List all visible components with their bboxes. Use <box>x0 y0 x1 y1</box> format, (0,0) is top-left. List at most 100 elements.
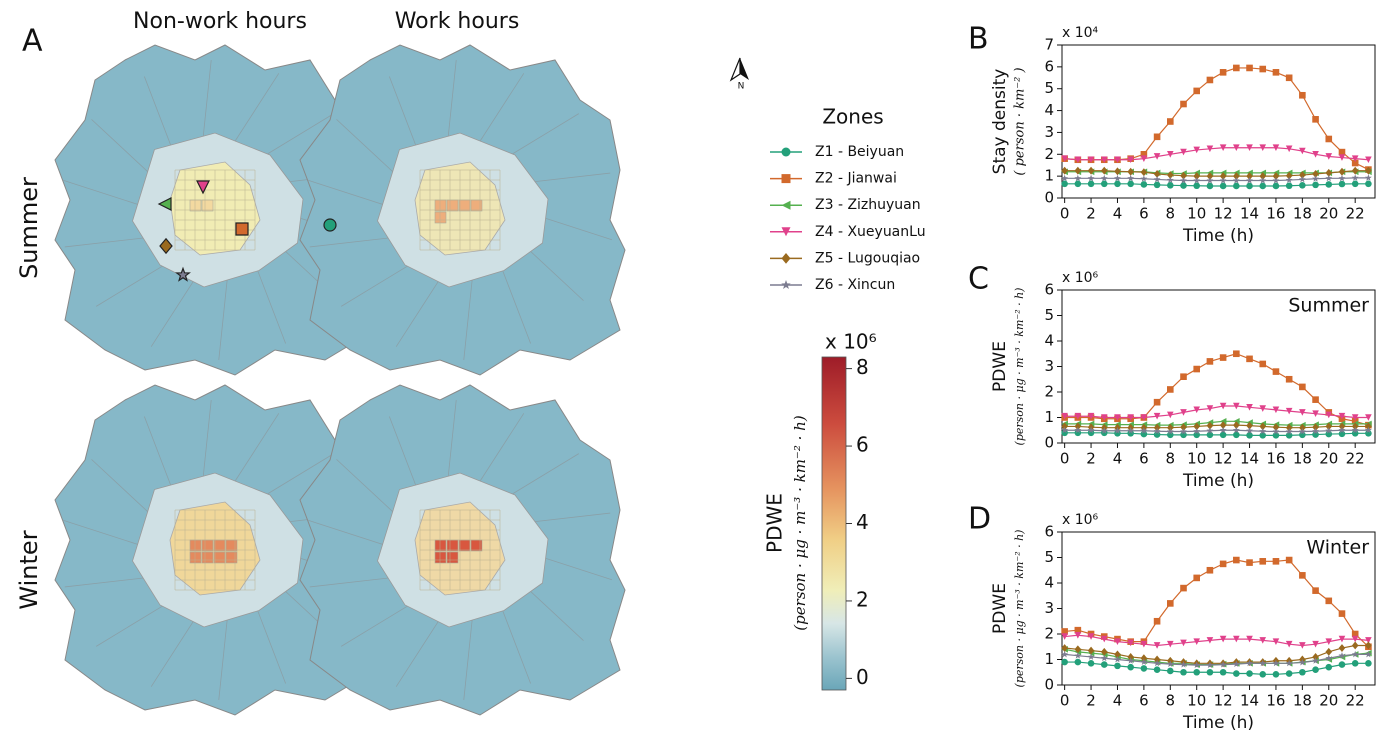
point <box>1166 423 1174 432</box>
multiplier: x 10⁶ <box>1062 512 1099 528</box>
point <box>1100 414 1108 421</box>
y-tick-label: 3 <box>1044 123 1054 141</box>
north-label: N <box>738 82 745 92</box>
x-tick-label: 20 <box>1319 450 1338 468</box>
point <box>1312 169 1319 178</box>
point <box>1259 360 1267 368</box>
point <box>1153 133 1161 141</box>
point <box>1285 171 1293 180</box>
point <box>1193 574 1201 582</box>
y-tick-label: 6 <box>1044 281 1054 299</box>
y-tick-label: 1 <box>1044 408 1054 426</box>
row-title: Summer <box>15 177 43 279</box>
point <box>1219 354 1227 361</box>
panel-label: D <box>968 502 991 537</box>
x-tick-label: 14 <box>1240 205 1259 223</box>
point <box>1114 638 1121 645</box>
point <box>1100 166 1108 175</box>
point <box>1180 182 1187 189</box>
point <box>1259 637 1267 644</box>
map-border <box>497 256 532 344</box>
legend-label: Z2 - Jianwai <box>815 171 897 187</box>
point <box>1272 427 1280 435</box>
map-border <box>497 596 532 684</box>
point <box>1127 657 1135 664</box>
point <box>1351 166 1359 175</box>
point <box>1074 658 1082 666</box>
point <box>1219 144 1227 152</box>
point <box>1140 181 1148 188</box>
x-tick-label: 22 <box>1346 692 1365 710</box>
point <box>1219 421 1227 430</box>
point <box>1338 180 1346 188</box>
point <box>1140 414 1148 421</box>
point <box>1074 426 1082 434</box>
annotation: Summer <box>1288 295 1369 317</box>
colorbar-tick-label: 6 <box>856 433 869 457</box>
point <box>1127 414 1134 421</box>
point <box>1193 172 1201 181</box>
series-line <box>1064 559 1369 648</box>
point <box>1246 172 1253 181</box>
column-title: Non-work hours <box>133 9 307 34</box>
colorbar-unit: (person · μg · m⁻³ · km⁻² · h) <box>791 415 809 631</box>
y-axis-label: PDWE <box>990 583 1010 634</box>
legend-label: Z5 - Lugouqiao <box>815 250 920 266</box>
point <box>1312 666 1319 673</box>
map-district <box>434 211 447 224</box>
point <box>1285 407 1293 415</box>
map-district <box>434 199 447 212</box>
point <box>1140 654 1148 663</box>
x-tick-label: 16 <box>1266 692 1285 710</box>
point <box>1087 166 1095 175</box>
point <box>1166 171 1174 180</box>
point <box>1166 118 1174 125</box>
point <box>1351 660 1359 667</box>
point <box>781 174 791 184</box>
point <box>1219 69 1227 76</box>
point <box>1219 635 1227 643</box>
series-line <box>1064 432 1369 436</box>
point <box>1087 174 1095 182</box>
x-tick-label: 0 <box>1060 450 1070 468</box>
panel-label: A <box>22 24 43 59</box>
point <box>1298 175 1306 183</box>
map-border <box>228 413 280 492</box>
point <box>1246 355 1253 363</box>
point <box>1074 645 1082 654</box>
point <box>1074 626 1082 634</box>
point <box>1206 431 1214 439</box>
point <box>1299 182 1306 189</box>
point <box>1299 147 1306 155</box>
point <box>1166 600 1174 607</box>
colorbar-scale <box>821 356 847 691</box>
point <box>1087 660 1095 667</box>
point <box>1206 405 1214 412</box>
map-district <box>470 199 483 212</box>
point <box>1246 635 1253 643</box>
point <box>1180 639 1187 647</box>
point <box>1338 154 1346 161</box>
point <box>1285 423 1293 432</box>
map-border <box>228 73 280 152</box>
y-tick-label: 6 <box>1044 523 1054 541</box>
point <box>1061 644 1068 652</box>
point <box>781 227 791 237</box>
point <box>1114 167 1121 176</box>
point <box>1285 556 1293 564</box>
map-border <box>473 413 525 492</box>
point <box>1153 175 1161 183</box>
map-district <box>458 199 471 212</box>
point <box>1325 422 1333 431</box>
point <box>1272 182 1280 190</box>
point <box>1365 641 1372 650</box>
point <box>1312 150 1319 158</box>
point <box>1061 180 1068 188</box>
point <box>1312 427 1320 435</box>
y-tick-label: 6 <box>1044 57 1054 75</box>
point <box>1272 558 1280 565</box>
point <box>1246 670 1253 677</box>
point <box>1100 174 1108 182</box>
point <box>1232 660 1240 668</box>
series-line <box>1064 634 1369 647</box>
